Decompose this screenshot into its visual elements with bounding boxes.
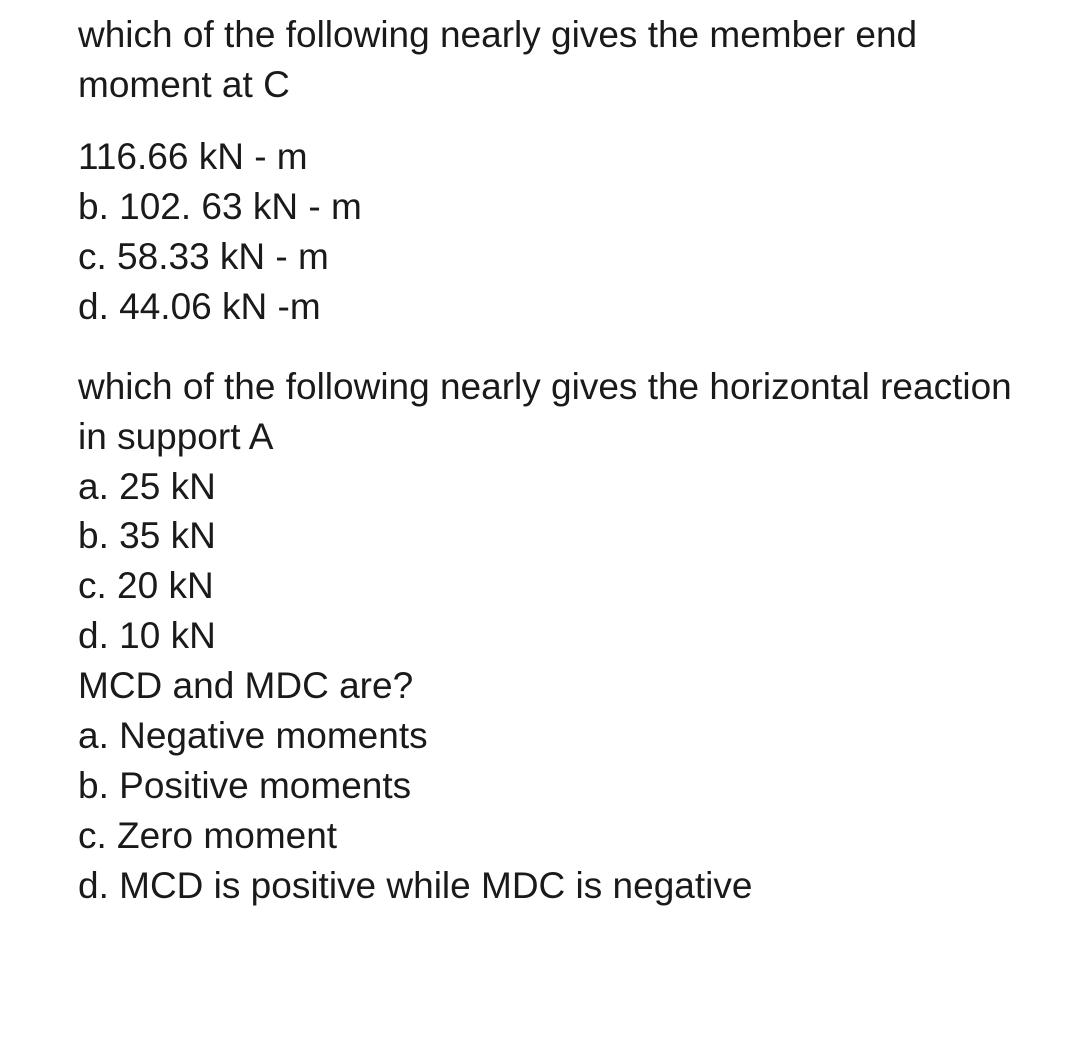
question-2-option-d: d. 10 kN	[78, 611, 1020, 661]
question-block-1: which of the following nearly gives the …	[78, 10, 1020, 332]
question-1-option-b: b. 102. 63 kN - m	[78, 182, 1020, 232]
question-1-option-a: 116.66 kN - m	[78, 132, 1020, 182]
question-2-prompt: which of the following nearly gives the …	[78, 362, 1020, 462]
question-1-prompt: which of the following nearly gives the …	[78, 10, 1020, 110]
question-2-option-c: c. 20 kN	[78, 561, 1020, 611]
question-block-3: MCD and MDC are? a. Negative moments b. …	[78, 661, 1020, 911]
question-2-option-a: a. 25 kN	[78, 462, 1020, 512]
question-1-options: 116.66 kN - m b. 102. 63 kN - m c. 58.33…	[78, 132, 1020, 332]
question-3-option-d: d. MCD is positive while MDC is negative	[78, 861, 1020, 911]
question-3-prompt: MCD and MDC are?	[78, 661, 1020, 711]
question-block-2: which of the following nearly gives the …	[78, 362, 1020, 662]
question-3-option-c: c. Zero moment	[78, 811, 1020, 861]
question-3-option-b: b. Positive moments	[78, 761, 1020, 811]
question-2-options: a. 25 kN b. 35 kN c. 20 kN d. 10 kN	[78, 462, 1020, 662]
question-1-option-c: c. 58.33 kN - m	[78, 232, 1020, 282]
question-1-option-d: d. 44.06 kN -m	[78, 282, 1020, 332]
question-3-options: a. Negative moments b. Positive moments …	[78, 711, 1020, 911]
question-2-option-b: b. 35 kN	[78, 511, 1020, 561]
question-3-option-a: a. Negative moments	[78, 711, 1020, 761]
